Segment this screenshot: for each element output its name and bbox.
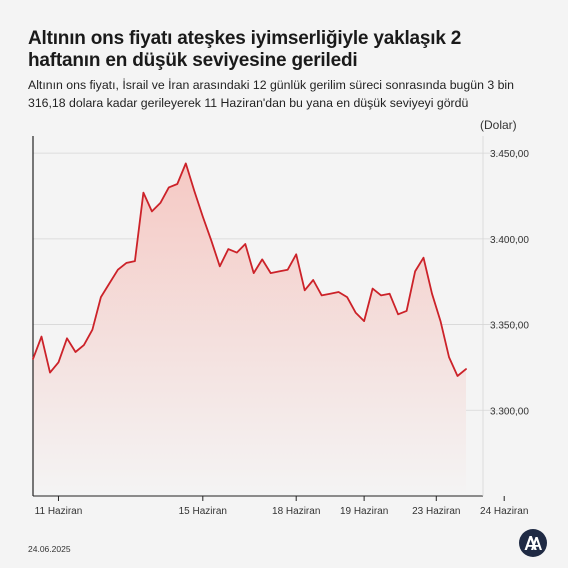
aa-logo-icon — [519, 529, 547, 557]
data-point-30 — [287, 269, 289, 271]
data-point-45 — [414, 270, 416, 272]
data-point-44 — [405, 310, 407, 312]
x-tick-label-4: 23 Haziran — [412, 506, 460, 517]
data-point-33 — [312, 279, 314, 281]
x-tick-label-2: 18 Haziran — [272, 506, 320, 517]
data-point-47 — [431, 293, 433, 295]
data-point-28 — [270, 272, 272, 274]
data-point-37 — [346, 296, 348, 298]
data-point-20 — [202, 215, 204, 217]
data-point-50 — [456, 375, 458, 377]
y-tick-label-3: 3.450,00 — [490, 149, 529, 160]
data-point-21 — [210, 239, 212, 241]
price-area-fill — [33, 163, 466, 496]
chart-subtitle: Altının ons fiyatı, İsrail ve İran arası… — [28, 78, 514, 110]
data-point-23 — [227, 248, 229, 250]
data-point-12 — [134, 260, 136, 262]
data-point-25 — [244, 243, 246, 245]
data-point-1 — [40, 335, 42, 337]
data-point-15 — [159, 202, 161, 204]
data-point-9 — [108, 282, 110, 284]
data-point-19 — [193, 190, 195, 192]
data-point-46 — [422, 257, 424, 259]
data-point-31 — [295, 253, 297, 255]
data-point-7 — [91, 329, 93, 331]
data-point-32 — [303, 289, 305, 291]
data-point-2 — [49, 371, 51, 373]
data-point-6 — [83, 344, 85, 346]
data-point-8 — [100, 296, 102, 298]
chart-title: Altının ons fiyatı ateşkes iyimserliğiyl… — [28, 28, 462, 71]
data-point-5 — [74, 351, 76, 353]
data-point-49 — [448, 356, 450, 358]
data-point-39 — [363, 320, 365, 322]
axes — [32, 136, 484, 497]
y-tick-label-1: 3.350,00 — [490, 321, 529, 332]
x-tick-label-1: 15 Haziran — [179, 506, 227, 517]
data-point-38 — [354, 311, 356, 313]
y-axis-unit-label: (Dolar) — [480, 118, 517, 132]
data-point-51 — [465, 368, 467, 370]
x-tick-labels: 11 Haziran 15 Haziran 18 Haziran 19 Haziran… — [35, 496, 528, 517]
x-tick-label-5: 24 Haziran — [480, 506, 528, 517]
data-point-3 — [57, 361, 59, 363]
data-point-22 — [219, 265, 221, 267]
x-tick-label-0: 11 Haziran — [35, 506, 83, 517]
data-point-29 — [278, 270, 280, 272]
data-point-26 — [253, 272, 255, 274]
y-tick-label-0: 3.300,00 — [490, 406, 529, 417]
y-tick-label-2: 3.400,00 — [490, 235, 529, 246]
data-point-40 — [371, 287, 373, 289]
data-point-4 — [66, 337, 68, 339]
data-point-11 — [125, 262, 127, 264]
data-point-10 — [117, 269, 119, 271]
data-point-16 — [168, 186, 170, 188]
data-point-48 — [439, 320, 441, 322]
data-point-27 — [261, 258, 263, 260]
data-point-41 — [380, 294, 382, 296]
data-point-43 — [397, 313, 399, 315]
publish-date: 24.06.2025 — [28, 544, 71, 554]
data-point-0 — [32, 358, 34, 360]
data-point-34 — [320, 294, 322, 296]
data-point-24 — [236, 251, 238, 253]
data-point-13 — [142, 191, 144, 193]
data-point-35 — [329, 293, 331, 295]
data-point-36 — [337, 291, 339, 293]
price-series-line — [32, 162, 467, 377]
y-tick-labels: 3.300,00 3.350,00 3.400,00 3.450,00 — [490, 149, 529, 417]
data-point-14 — [151, 210, 153, 212]
data-point-17 — [176, 183, 178, 185]
x-tick-label-3: 19 Haziran — [340, 506, 388, 517]
data-point-18 — [185, 162, 187, 164]
data-point-42 — [388, 293, 390, 295]
